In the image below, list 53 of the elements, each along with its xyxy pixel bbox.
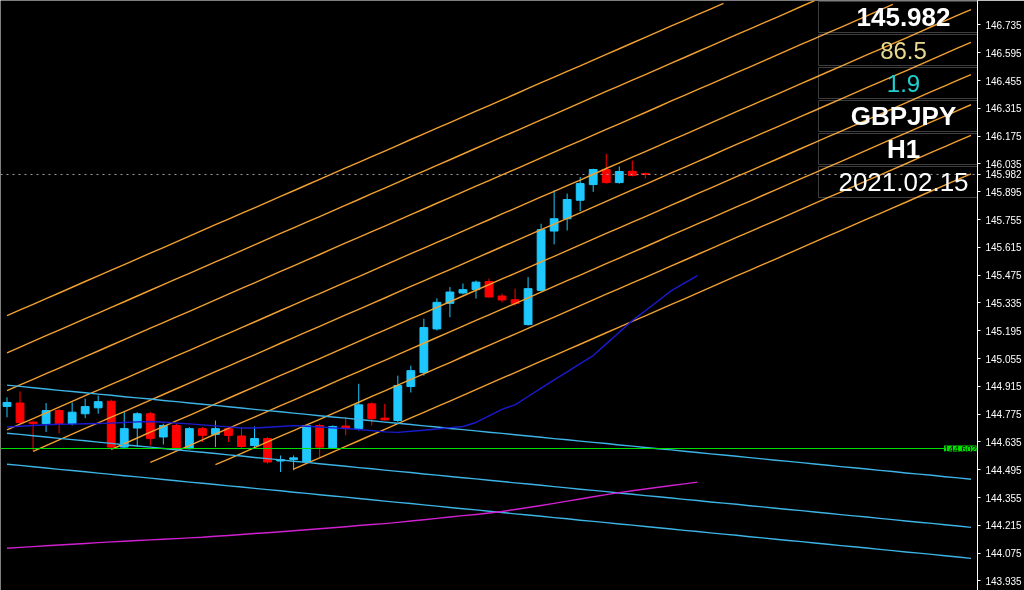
ref-line-label: 144.602 — [943, 443, 977, 454]
y-tick-label: 146.595 — [985, 47, 1023, 59]
candlestick — [367, 401, 377, 426]
y-tick-label: 146.035 — [985, 158, 1023, 170]
y-tick-label: 145.755 — [985, 214, 1023, 226]
candlestick — [575, 176, 585, 212]
candlestick — [15, 390, 25, 425]
candlestick — [158, 423, 168, 446]
y-tick-label: 145.475 — [985, 270, 1023, 282]
y-tick-label: 144.075 — [985, 548, 1023, 560]
candlestick — [211, 420, 220, 448]
y-tick-label: 144.915 — [985, 381, 1023, 393]
candlestick — [562, 193, 572, 231]
candlestick — [2, 396, 12, 418]
candlestick — [601, 153, 611, 185]
candlestick — [354, 383, 364, 431]
line-series — [6, 481, 699, 549]
candlestick — [132, 411, 142, 448]
candlestick — [93, 394, 103, 415]
y-tick-label: 145.055 — [985, 353, 1023, 365]
y-tick-label: 144.355 — [985, 492, 1023, 504]
y-tick-label: 145.195 — [985, 325, 1023, 337]
line-series — [6, 0, 816, 354]
y-tick-label: 144.775 — [985, 409, 1023, 421]
candlestick — [28, 420, 38, 451]
candlestick — [458, 282, 468, 295]
candlestick — [54, 408, 64, 435]
candlestick — [171, 422, 181, 450]
candlestick — [80, 398, 90, 419]
annotation: 86.5 — [880, 36, 927, 64]
candlestick — [315, 423, 325, 458]
annotation: 1.9 — [886, 69, 921, 97]
y-tick-label: 145.895 — [985, 186, 1023, 198]
y-tick-label: 146.735 — [985, 19, 1023, 31]
candlestick — [119, 410, 129, 450]
y-tick-label: 143.935 — [985, 575, 1023, 587]
y-tick-label: 144.495 — [985, 464, 1023, 476]
candlestick — [250, 425, 259, 450]
y-tick-label: 144.215 — [985, 520, 1023, 532]
y-tick-label: 145.335 — [985, 297, 1023, 309]
y-tick-label: 146.455 — [985, 75, 1023, 87]
y-tick-label: 146.315 — [985, 103, 1023, 115]
line-series — [6, 463, 972, 560]
ref-line-label: 145.982 — [985, 169, 1023, 181]
candlestick — [406, 365, 416, 394]
candlestick — [549, 189, 559, 245]
line-series — [6, 2, 725, 317]
annotation: H1 — [886, 134, 921, 164]
candlestick — [237, 426, 246, 450]
y-tick-label: 146.175 — [985, 131, 1023, 143]
y-tick-label: 144.635 — [985, 436, 1023, 448]
candlestick — [41, 402, 51, 433]
y-tick-label: 145.615 — [985, 242, 1023, 254]
